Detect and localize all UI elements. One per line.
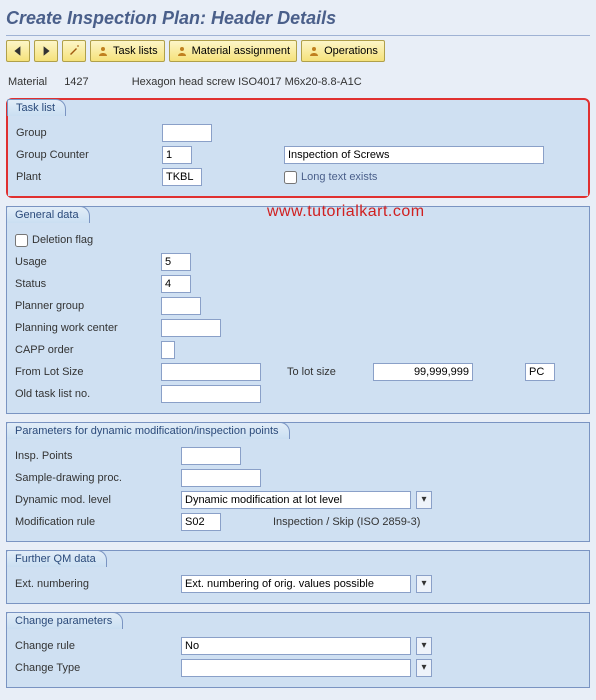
usage-input[interactable] <box>161 253 191 271</box>
change-rule-dropdown-icon[interactable]: ▾ <box>416 637 432 655</box>
to-lot-label: To lot size <box>287 366 367 378</box>
ext-num-label: Ext. numbering <box>15 578 175 590</box>
plant-input[interactable] <box>162 168 202 186</box>
material-desc: Hexagon head screw ISO4017 M6x20-8.8-A1C <box>132 76 362 88</box>
planner-group-input[interactable] <box>161 297 201 315</box>
task-list-tab: Task list <box>7 99 66 116</box>
operations-button[interactable]: Operations <box>301 40 385 62</box>
ext-num-input[interactable] <box>181 575 411 593</box>
dynmod-tab: Parameters for dynamic modification/insp… <box>6 422 290 439</box>
status-input[interactable] <box>161 275 191 293</box>
planning-wc-input[interactable] <box>161 319 221 337</box>
change-rule-label: Change rule <box>15 640 175 652</box>
old-task-list-label: Old task list no. <box>15 388 155 400</box>
person-icon <box>97 45 109 57</box>
triangle-right-icon <box>40 45 52 57</box>
material-header: Material 1427 Hexagon head screw ISO4017… <box>6 72 590 92</box>
group-label: Group <box>16 127 156 139</box>
prev-button[interactable] <box>6 40 30 62</box>
deletion-flag-checkbox[interactable] <box>15 234 28 247</box>
long-text-checkbox[interactable] <box>284 171 297 184</box>
status-label: Status <box>15 278 155 290</box>
sample-draw-input[interactable] <box>181 469 261 487</box>
material-code: 1427 <box>64 76 88 88</box>
mod-rule-desc: Inspection / Skip (ISO 2859-3) <box>273 516 420 528</box>
dyn-level-dropdown-icon[interactable]: ▾ <box>416 491 432 509</box>
material-label: Material <box>8 76 47 88</box>
dynmod-section: Parameters for dynamic modification/insp… <box>6 422 590 542</box>
person-icon <box>308 45 320 57</box>
usage-label: Usage <box>15 256 155 268</box>
page-title: Create Inspection Plan: Header Details <box>6 4 590 36</box>
dyn-level-input[interactable] <box>181 491 411 509</box>
watermark-text: www.tutorialkart.com <box>267 203 425 221</box>
group-input[interactable] <box>162 124 212 142</box>
change-tab: Change parameters <box>6 612 123 629</box>
from-lot-label: From Lot Size <box>15 366 155 378</box>
from-lot-input[interactable] <box>161 363 261 381</box>
further-qm-tab: Further QM data <box>6 550 107 567</box>
change-type-dropdown-icon[interactable]: ▾ <box>416 659 432 677</box>
long-text-checkbox-wrap[interactable]: Long text exists <box>284 171 377 184</box>
dyn-level-label: Dynamic mod. level <box>15 494 175 506</box>
operations-label: Operations <box>324 45 378 57</box>
capp-input[interactable] <box>161 341 175 359</box>
capp-label: CAPP order <box>15 344 155 356</box>
deletion-flag-label: Deletion flag <box>32 234 93 246</box>
old-task-list-input[interactable] <box>161 385 261 403</box>
next-button[interactable] <box>34 40 58 62</box>
material-assignment-label: Material assignment <box>192 45 290 57</box>
toolbar: Task lists Material assignment Operation… <box>6 40 590 62</box>
material-assignment-button[interactable]: Material assignment <box>169 40 297 62</box>
general-data-section: General data www.tutorialkart.com Deleti… <box>6 206 590 414</box>
planning-wc-label: Planning work center <box>15 322 155 334</box>
to-lot-input[interactable] <box>373 363 473 381</box>
plant-label: Plant <box>16 171 156 183</box>
planner-group-label: Planner group <box>15 300 155 312</box>
task-list-section: Task list Group Group Counter Plant Long… <box>6 98 590 198</box>
group-counter-label: Group Counter <box>16 149 156 161</box>
mod-rule-label: Modification rule <box>15 516 175 528</box>
insp-points-label: Insp. Points <box>15 450 175 462</box>
insp-points-input[interactable] <box>181 447 241 465</box>
person-icon <box>176 45 188 57</box>
group-counter-input[interactable] <box>162 146 192 164</box>
long-text-label: Long text exists <box>301 171 377 183</box>
edit-button[interactable] <box>62 40 86 62</box>
task-lists-button[interactable]: Task lists <box>90 40 165 62</box>
group-counter-desc-input[interactable] <box>284 146 544 164</box>
general-data-tab: General data <box>6 206 90 223</box>
further-qm-section: Further QM data Ext. numbering ▾ <box>6 550 590 604</box>
mod-rule-input[interactable] <box>181 513 221 531</box>
ext-num-dropdown-icon[interactable]: ▾ <box>416 575 432 593</box>
uom-input[interactable] <box>525 363 555 381</box>
task-lists-label: Task lists <box>113 45 158 57</box>
triangle-left-icon <box>12 45 24 57</box>
deletion-flag-wrap[interactable]: Deletion flag <box>15 234 93 247</box>
change-rule-input[interactable] <box>181 637 411 655</box>
change-type-label: Change Type <box>15 662 175 674</box>
change-type-input[interactable] <box>181 659 411 677</box>
sample-draw-label: Sample-drawing proc. <box>15 472 175 484</box>
pencil-icon <box>68 45 80 57</box>
change-section: Change parameters Change rule ▾ Change T… <box>6 612 590 688</box>
